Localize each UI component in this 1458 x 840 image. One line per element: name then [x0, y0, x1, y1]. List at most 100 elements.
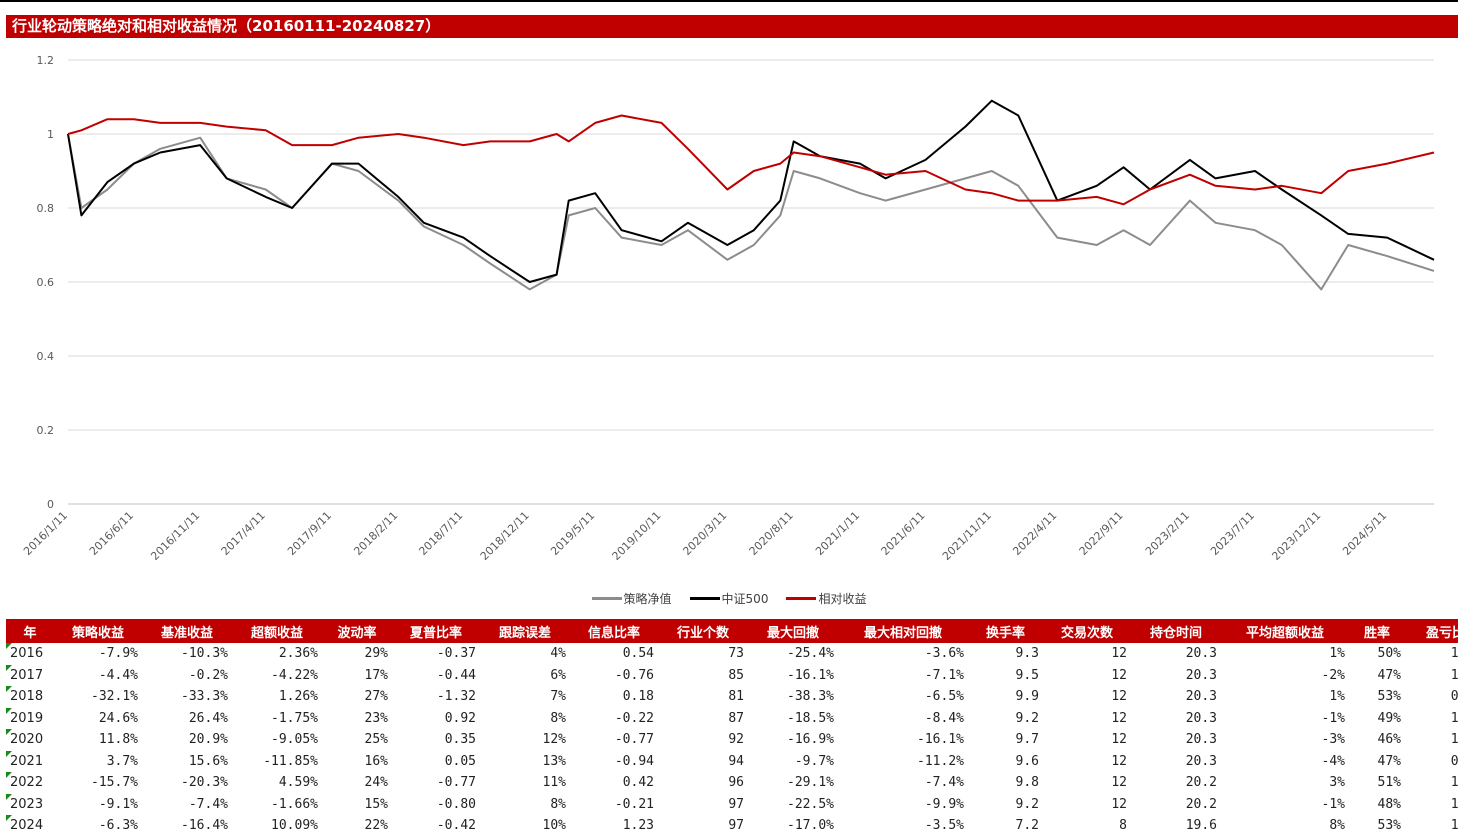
table-row: 2020 11.8% 20.9% -9.05% 25% 0.35 12% -0.77 92 -16… — [6, 729, 1458, 751]
table-cell: -22.5% — [787, 796, 834, 812]
x-tick-label: 2023/7/11 — [1208, 509, 1257, 558]
table-cell: -8.4% — [924, 710, 964, 726]
table-cell: 20.3 — [1185, 753, 1217, 769]
table-row: 2021 3.7% 15.6% -11.85% 16% 0.05 13% -0.94 94 -9.… — [6, 750, 1458, 773]
table-cell: 9.2 — [1015, 710, 1039, 726]
table-cell: 0.35 — [444, 732, 476, 748]
table-cell: 8% — [550, 710, 566, 726]
row-year-cell: 2021 — [6, 750, 54, 773]
table-header-cell: 跟踪误差 — [480, 619, 570, 643]
table-cell: 12 — [1111, 667, 1127, 683]
table-cell: 2.36% — [278, 646, 318, 662]
row-year-cell: 2017 — [6, 664, 54, 687]
table-cell: 9.9 — [1015, 689, 1039, 705]
table-cell: 7% — [550, 689, 566, 705]
table-cell: 20.2 — [1185, 796, 1217, 812]
table-cell: 0.54 — [622, 646, 654, 662]
table-cell: 47% — [1377, 753, 1401, 769]
legend-swatch-benchmark — [689, 596, 720, 600]
row-year-cell: 2020 — [6, 729, 54, 751]
table-header-row: 年策略收益 基准收益 超额收益 波动率 夏普比率 跟踪误差 信息比率 行业个数 最大回撤 最大相对… — [6, 619, 1458, 643]
table-cell: 0.42 — [622, 775, 654, 791]
table-cell: 49% — [1377, 710, 1401, 726]
table-cell: -0.94 — [614, 753, 654, 769]
table-cell: 1.07 — [1450, 667, 1458, 683]
table-cell: 94 — [728, 753, 744, 769]
table-header-cell: 最大相对回撤 — [838, 619, 968, 643]
table-cell: 11% — [542, 775, 566, 791]
table-cell: 1.12 — [1450, 646, 1458, 662]
table-cell: 0.05 — [444, 753, 476, 769]
table-cell: -1.66% — [271, 796, 318, 812]
table-cell: -0.77 — [614, 732, 654, 748]
table-cell: 51% — [1377, 775, 1401, 791]
x-tick-label: 2018/12/11 — [478, 509, 532, 563]
table-cell: 11.8% — [98, 732, 138, 748]
table-cell: -0.77 — [436, 775, 476, 791]
table-cell: 0.96 — [1450, 753, 1458, 769]
table-cell: 1% — [1329, 689, 1345, 705]
table-cell: 12 — [1111, 732, 1127, 748]
table-cell: -7.4% — [188, 796, 228, 812]
table-row: 2016 -7.9% -10.3% 2.36% 29% -0.37 4% 0.54 73 -25.… — [6, 643, 1458, 665]
table-cell: 20.3 — [1185, 710, 1217, 726]
table-cell: -9.05% — [271, 732, 318, 748]
y-tick-label: 0.2 — [37, 424, 55, 437]
table-cell: 1.04 — [1450, 775, 1458, 791]
x-tick-label: 2023/2/11 — [1143, 509, 1192, 558]
table-cell: -20.3% — [181, 775, 228, 791]
x-tick-label: 2016/6/11 — [87, 509, 136, 558]
table-cell: -9.7% — [794, 753, 834, 769]
table-header-cell: 年 — [6, 619, 54, 643]
table-header-cell: 交易次数 — [1043, 619, 1131, 643]
table-row: 2024 -6.3% -16.4% 10.09% 22% -0.42 10% 1.23 97 -1… — [6, 815, 1458, 835]
table-cell: 10% — [480, 815, 570, 835]
table-cell: -1% — [1321, 796, 1345, 812]
table-cell: 9.5 — [1015, 667, 1039, 683]
table-cell: -7.9% — [98, 646, 138, 662]
table-cell: -4% — [1321, 753, 1345, 769]
table-body: 2016 -7.9% -10.3% 2.36% 29% -0.37 4% 0.54 73 -25.… — [6, 643, 1458, 835]
x-tick-label: 2021/1/11 — [813, 509, 862, 558]
y-tick-label: 0.6 — [37, 276, 55, 289]
table-cell: 1.04 — [1450, 796, 1458, 812]
table-cell: -9.1% — [98, 796, 138, 812]
row-year-cell: 2023 — [6, 793, 54, 816]
table-cell: -11.85% — [263, 753, 318, 769]
table-cell: -1.32 — [436, 689, 476, 705]
table-header-cell: 行业个数 — [658, 619, 748, 643]
table-cell: -16.4% — [142, 815, 232, 835]
table-cell: -3.5% — [838, 815, 968, 835]
table-cell: -0.42 — [392, 815, 480, 835]
table-cell: 46% — [1377, 732, 1401, 748]
table-cell: -2% — [1321, 667, 1345, 683]
table-cell: -0.21 — [614, 796, 654, 812]
table-cell: 9.8 — [1015, 775, 1039, 791]
y-tick-label: 0.4 — [37, 350, 55, 363]
table-cell: 48% — [1377, 796, 1401, 812]
top-border-line — [0, 0, 1458, 2]
row-year-cell: 2019 — [6, 707, 54, 730]
table-cell: -16.9% — [787, 732, 834, 748]
legend-swatch-strategy — [591, 596, 622, 600]
x-tick-label: 2016/1/11 — [21, 509, 70, 558]
table-cell: 20.3 — [1185, 646, 1217, 662]
legend-item-benchmark: 中证500 — [689, 590, 768, 607]
table-header-cell: 盈亏比 — [1405, 619, 1458, 643]
table-cell: 53% — [1349, 815, 1405, 835]
table-cell: -1% — [1321, 710, 1345, 726]
table-cell: 1.06 — [1450, 732, 1458, 748]
table-row: 2018 -32.1% -33.3% 1.26% 27% -1.32 7% 0.18 81 -38… — [6, 686, 1458, 708]
table-cell: -0.80 — [436, 796, 476, 812]
x-tick-label: 2019/5/11 — [548, 509, 597, 558]
table-header-cell: 夏普比率 — [392, 619, 480, 643]
table-cell: 26.4% — [188, 710, 228, 726]
table-cell: 96 — [728, 775, 744, 791]
table-row: 2017 -4.4% -0.2% -4.22% 17% -0.44 6% -0.76 85 -16… — [6, 664, 1458, 687]
table-cell: 92 — [728, 732, 744, 748]
legend-label-relative: 相对收益 — [818, 591, 867, 606]
table-cell: -9.9% — [924, 796, 964, 812]
table-cell: -17.0% — [748, 815, 838, 835]
table-cell: 50% — [1377, 646, 1401, 662]
table-cell: -38.3% — [787, 689, 834, 705]
